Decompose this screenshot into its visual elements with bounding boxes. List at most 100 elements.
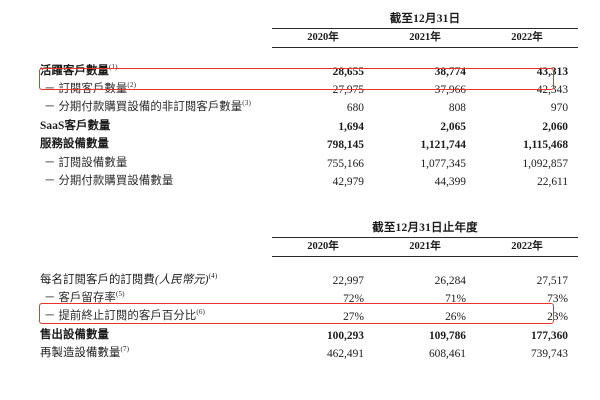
row-label-subscription-fee-per-customer: 每名訂閱客戶的訂閱費(人民幣元)(4) <box>38 270 272 288</box>
spacer-cell <box>38 219 272 238</box>
row-label-saas-customers: SaaS客戶數量 <box>38 116 272 134</box>
table-top-period-header-row: 截至12月31日 <box>38 10 579 29</box>
row-label-installment-devices: － 分期付款購買設備數量 <box>38 171 272 189</box>
cell-2020: 27,975 <box>332 84 364 97</box>
cell-2020: 28,655 <box>332 65 364 78</box>
cell-2021: 71% <box>445 293 466 306</box>
row-label-text: 售出設備數量 <box>40 328 109 341</box>
cell-2020: 798,145 <box>326 139 364 152</box>
cell-2020: 755,166 <box>326 157 364 170</box>
cell-2021: 1,121,744 <box>420 139 466 152</box>
table-bottom-period-header-row: 截至12月31日止年度 <box>38 219 578 238</box>
metrics-table-top: 截至12月31日 2020年 2021年 2022年 活躍客戶數量(1) 28,… <box>38 10 579 189</box>
row-gap <box>38 257 578 270</box>
footnote-marker: (2) <box>127 81 137 90</box>
row-label-subscription-devices: － 訂閱設備數量 <box>38 152 272 170</box>
table-top-year-2021: 2021年 <box>374 28 476 48</box>
table-row: － 分期付款購買設備的非訂閱客戶數量(3) 680 808 970 <box>38 97 578 115</box>
cell-2021: 109,786 <box>428 329 466 342</box>
row-label-currency-note: (人民幣元) <box>154 273 209 286</box>
cell-2022: 177,360 <box>530 329 568 342</box>
footnote-marker: (5) <box>115 290 125 299</box>
row-label-installment-nonsubscription-customers: － 分期付款購買設備的非訂閱客戶數量(3) <box>38 97 272 115</box>
row-label-text: － 訂閱客戶數量 <box>44 83 128 96</box>
row-label-text: － 分期付款購買設備數量 <box>44 174 174 187</box>
cell-2020: 42,979 <box>332 175 364 188</box>
row-label-text: 活躍客戶數量 <box>40 64 109 77</box>
cell-2020: 680 <box>346 102 364 115</box>
table-bottom-year-2020: 2020年 <box>272 237 374 257</box>
table-row: 售出設備數量 100,293 109,786 177,360 <box>38 325 578 343</box>
table-row: 再製造設備數量(7) 462,491 608,461 739,743 <box>38 343 578 361</box>
row-label-active-customers: 活躍客戶數量(1) <box>38 61 272 79</box>
row-label-text: 每名訂閱客戶的訂閱費 <box>40 273 155 286</box>
cell-2020: 72% <box>343 293 364 306</box>
spacer-cell <box>38 10 272 29</box>
row-label-devices-in-service: 服務設備數量 <box>38 134 272 152</box>
cell-2021: 44,399 <box>434 175 466 188</box>
table-row: － 提前終止訂閱的客戶百分比(6) 27% 26% 23% <box>38 306 578 324</box>
cell-2022: 42,343 <box>536 84 569 97</box>
cell-2021: 1,077,345 <box>420 157 466 170</box>
table-top-year-2022: 2022年 <box>476 28 579 48</box>
cell-2020: 1,694 <box>338 120 364 133</box>
table-bottom-year-2022: 2022年 <box>476 237 578 257</box>
cell-2022: 739,743 <box>530 348 568 361</box>
row-label-customer-retention-rate: － 客戶留存率(5) <box>38 288 272 306</box>
footnote-marker: (6) <box>196 308 206 317</box>
row-gap <box>38 48 578 61</box>
row-label-text: － 提前終止訂閱的客戶百分比 <box>44 310 197 323</box>
footnote-marker: (3) <box>242 99 251 108</box>
table-bottom-period-label: 截至12月31日止年度 <box>272 219 578 238</box>
table-row: SaaS客戶數量 1,694 2,065 2,060 <box>38 116 578 134</box>
cell-2022: 1,092,857 <box>522 157 569 170</box>
cell-2021: 808 <box>448 102 466 115</box>
row-label-text: 服務設備數量 <box>40 138 109 151</box>
metrics-table-block-customers: 截至12月31日 2020年 2021年 2022年 活躍客戶數量(1) 28,… <box>0 10 600 189</box>
cell-2020: 22,997 <box>332 274 364 287</box>
table-row: － 客戶留存率(5) 72% 71% 73% <box>38 288 578 306</box>
spacer-cell <box>38 238 272 257</box>
cell-2020: 462,491 <box>326 348 364 361</box>
cell-2021: 26,284 <box>434 274 466 287</box>
cell-2022: 73% <box>547 293 568 306</box>
table-row: 服務設備數量 798,145 1,121,744 1,115,468 <box>38 134 578 152</box>
footnote-marker: (4) <box>208 271 218 280</box>
row-label-text: － 訂閱設備數量 <box>44 156 128 169</box>
table-row: － 分期付款購買設備數量 42,979 44,399 22,611 <box>38 171 578 189</box>
footnote-marker: (7) <box>120 345 130 354</box>
row-label-text: SaaS客戶數量 <box>40 119 111 132</box>
cell-2022: 27,517 <box>536 274 568 287</box>
table-top-period-label: 截至12月31日 <box>272 10 579 29</box>
row-label-text: － 客戶留存率 <box>44 292 116 305</box>
cell-2021: 2,065 <box>440 120 466 133</box>
row-label-devices-sold: 售出設備數量 <box>38 325 272 343</box>
cell-2020: 27% <box>343 311 364 324</box>
cell-2022: 43,313 <box>536 65 569 78</box>
metrics-table-block-annual: 截至12月31日止年度 2020年 2021年 2022年 每名訂閱客戶的訂閱費… <box>0 219 600 361</box>
cell-2021: 26% <box>445 311 466 324</box>
footnote-marker: (1) <box>108 62 118 71</box>
table-row: 每名訂閱客戶的訂閱費(人民幣元)(4) 22,997 26,284 27,517 <box>38 270 578 288</box>
cell-2022: 1,115,468 <box>523 139 569 152</box>
row-label-remanufactured-devices: 再製造設備數量(7) <box>38 343 272 361</box>
cell-2022: 2,060 <box>542 120 569 133</box>
cell-2022: 22,611 <box>537 175 569 188</box>
cell-2022: 23% <box>547 311 568 324</box>
spacer-cell <box>38 29 272 48</box>
cell-2022: 970 <box>550 102 569 115</box>
row-label-text: 再製造設備數量 <box>40 347 121 360</box>
table-top-year-2020: 2020年 <box>272 28 374 48</box>
table-row: － 訂閱設備數量 755,166 1,077,345 1,092,857 <box>38 152 578 170</box>
cell-2021: 608,461 <box>428 348 466 361</box>
table-bottom-year-header-row: 2020年 2021年 2022年 <box>38 237 578 257</box>
metrics-table-bottom: 截至12月31日止年度 2020年 2021年 2022年 每名訂閱客戶的訂閱費… <box>38 219 578 361</box>
cell-2021: 38,774 <box>434 65 466 78</box>
cell-2021: 37,966 <box>434 84 466 97</box>
table-top-year-header-row: 2020年 2021年 2022年 <box>38 28 579 48</box>
table-bottom-year-2021: 2021年 <box>374 237 476 257</box>
table-row: 活躍客戶數量(1) 28,655 38,774 43,313 <box>38 61 578 79</box>
table-row: － 訂閱客戶數量(2) 27,975 37,966 42,343 <box>38 79 578 97</box>
row-label-text: － 分期付款購買設備的非訂閱客戶數量 <box>44 101 243 114</box>
